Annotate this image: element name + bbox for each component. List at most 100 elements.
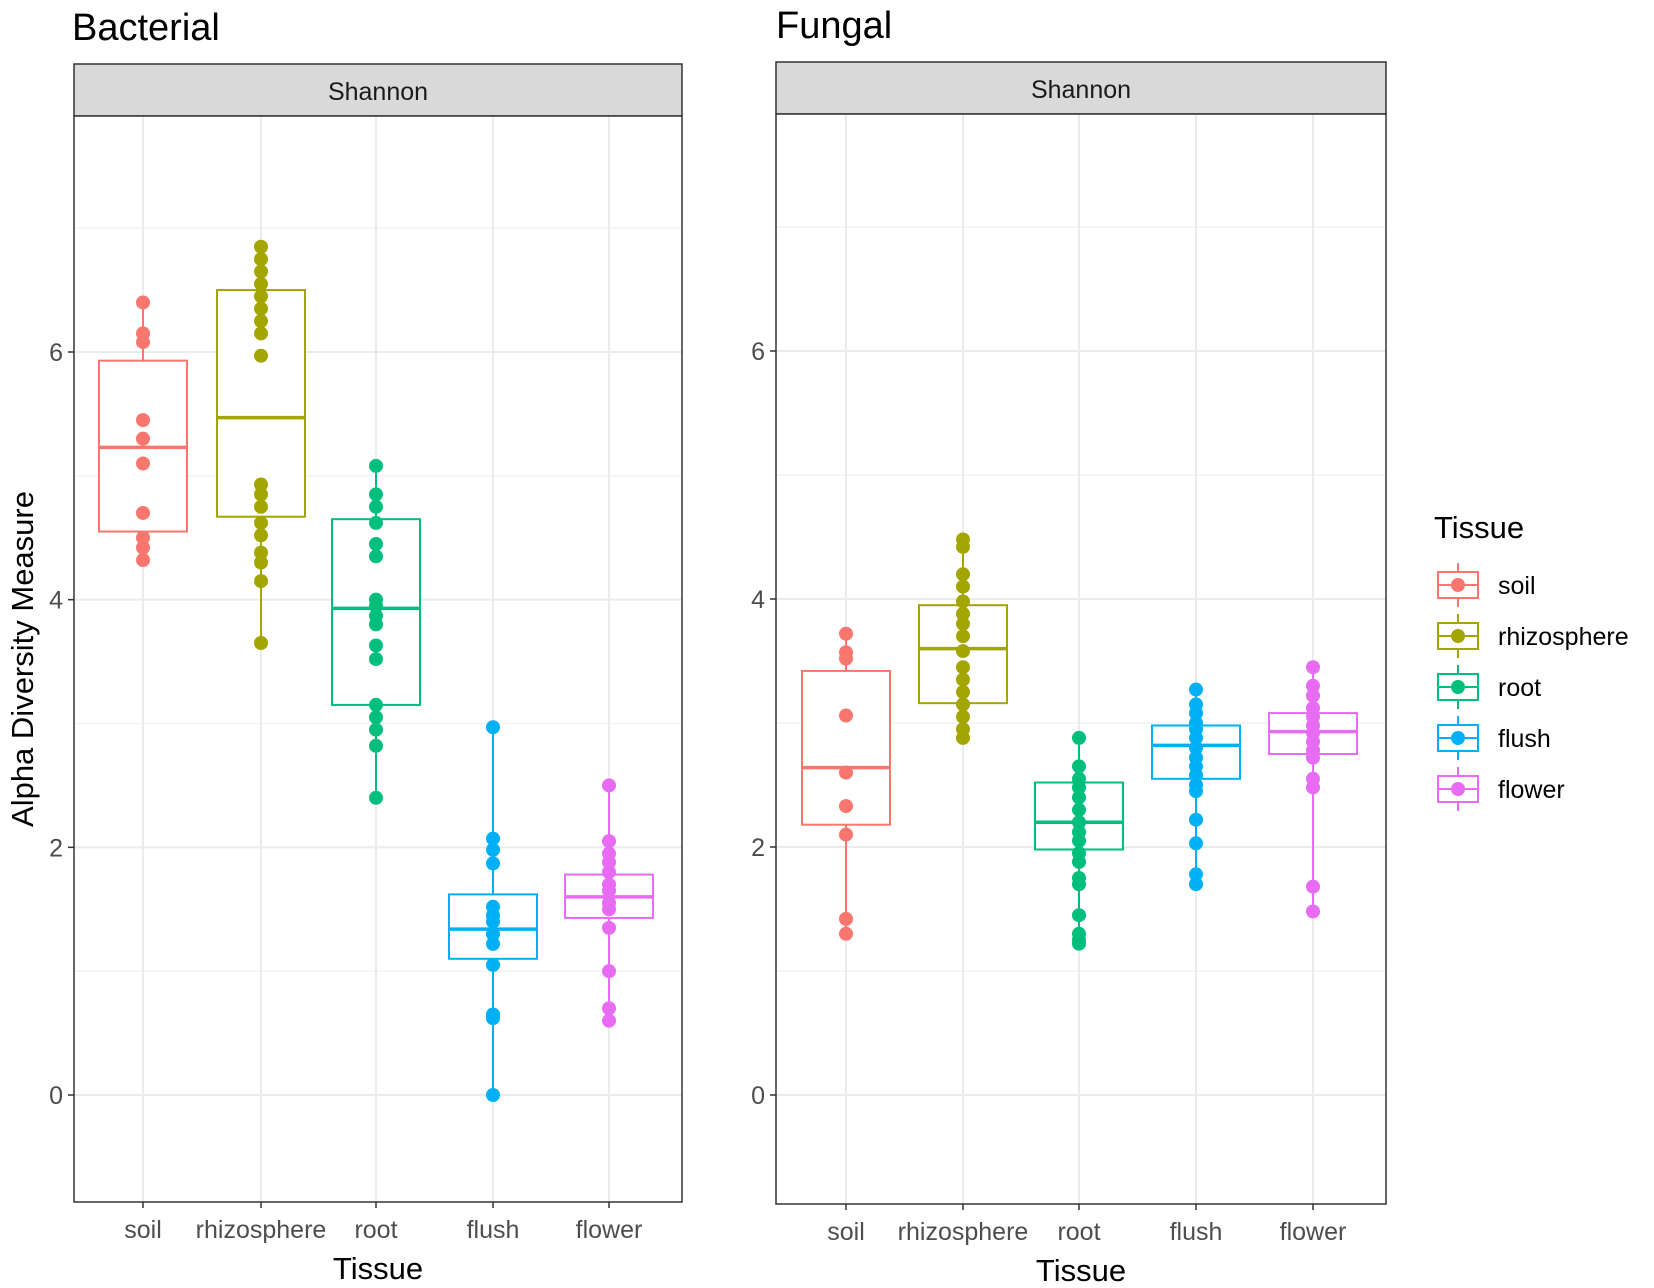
- data-point: [956, 616, 970, 631]
- data-point: [1189, 812, 1203, 827]
- boxplot-flush: [1151, 682, 1241, 892]
- y-tick-label: 4: [49, 587, 63, 615]
- data-point: [254, 545, 268, 560]
- data-point: [839, 827, 853, 842]
- data-point: [602, 865, 616, 880]
- data-point: [1072, 730, 1086, 745]
- legend-label: root: [1498, 674, 1541, 702]
- x-tick-label: soil: [827, 1218, 865, 1246]
- data-point: [254, 636, 268, 651]
- x-axis-title: Tissue: [333, 1251, 423, 1286]
- legend-key-point: [1451, 629, 1465, 643]
- data-point: [369, 710, 383, 725]
- data-point: [136, 335, 150, 350]
- data-point: [136, 431, 150, 446]
- data-point: [254, 239, 268, 254]
- data-point: [1072, 802, 1086, 817]
- boxplot-flower: [1268, 660, 1358, 919]
- data-point: [956, 629, 970, 644]
- x-tick-label: flower: [1280, 1218, 1347, 1246]
- data-point: [1306, 750, 1320, 765]
- boxplot-flush: [448, 720, 538, 1102]
- facet-strip-label: Shannon: [328, 78, 428, 106]
- y-axis-title: Alpha Diversity Measure: [5, 491, 40, 827]
- boxplots: [98, 239, 654, 1102]
- data-point: [369, 458, 383, 473]
- y-tick-label: 2: [49, 834, 63, 862]
- legend-item-soil: soil: [1437, 563, 1536, 607]
- y-tick-label: 6: [49, 339, 63, 367]
- data-point: [839, 926, 853, 941]
- legend-item-flush: flush: [1437, 716, 1551, 760]
- data-point: [254, 515, 268, 530]
- legend-key-point: [1451, 731, 1465, 745]
- data-point: [839, 765, 853, 780]
- data-point: [1306, 904, 1320, 919]
- boxplot-root: [1034, 730, 1124, 951]
- data-point: [369, 652, 383, 667]
- data-point: [369, 738, 383, 753]
- data-point: [254, 289, 268, 304]
- y-tick-label: 0: [751, 1082, 765, 1110]
- boxplot-flower: [564, 778, 654, 1028]
- boxplot-root: [331, 458, 421, 805]
- data-point: [254, 264, 268, 279]
- x-axis-ticks: soil rhizosphere root flush flower: [827, 1204, 1346, 1246]
- data-point: [1189, 867, 1203, 882]
- data-point: [956, 567, 970, 582]
- data-point: [1072, 790, 1086, 805]
- data-point: [956, 660, 970, 675]
- data-point: [956, 672, 970, 687]
- panel-title-fungal: Fungal: [776, 5, 892, 47]
- plot-border: [73, 115, 683, 1203]
- data-point: [1189, 730, 1203, 745]
- data-point: [254, 528, 268, 543]
- data-point: [1189, 877, 1203, 892]
- data-point: [1072, 759, 1086, 774]
- data-point: [369, 598, 383, 613]
- data-point: [1306, 780, 1320, 795]
- boxplot-rhizosphere: [918, 532, 1008, 745]
- data-point: [369, 790, 383, 805]
- plot-background: [776, 114, 1386, 1204]
- facet-strip-label: Shannon: [1031, 76, 1131, 104]
- data-point: [1306, 688, 1320, 703]
- legend-label: flush: [1498, 725, 1551, 753]
- y-tick-label: 6: [751, 338, 765, 366]
- data-point: [1189, 740, 1203, 755]
- x-tick-label: flush: [467, 1216, 520, 1244]
- data-point: [956, 606, 970, 621]
- data-point: [369, 638, 383, 653]
- data-point: [1189, 768, 1203, 783]
- data-point: [254, 555, 268, 570]
- data-point: [136, 456, 150, 471]
- data-point: [486, 1011, 500, 1026]
- legend-title: Tissue: [1434, 510, 1524, 545]
- x-tick-label: rhizosphere: [898, 1218, 1029, 1246]
- x-axis-title: Tissue: [1036, 1253, 1126, 1288]
- data-point: [254, 477, 268, 492]
- data-point: [369, 617, 383, 632]
- data-point: [956, 579, 970, 594]
- data-point: [839, 626, 853, 641]
- data-point: [254, 487, 268, 502]
- y-axis-ticks: 0 2 4 6: [49, 339, 74, 1110]
- data-point: [839, 708, 853, 723]
- panel-title-bacterial: Bacterial: [72, 7, 220, 49]
- data-point: [136, 530, 150, 545]
- data-point: [1072, 936, 1086, 951]
- data-point: [1306, 879, 1320, 894]
- legend-item-root: root: [1437, 665, 1541, 709]
- y-tick-label: 2: [751, 834, 765, 862]
- y-tick-label: 0: [49, 1082, 63, 1110]
- data-point: [486, 856, 500, 871]
- data-point: [1189, 836, 1203, 851]
- data-point: [254, 574, 268, 589]
- data-point: [602, 855, 616, 870]
- data-point: [369, 487, 383, 502]
- legend-key-point: [1451, 782, 1465, 796]
- data-point: [956, 697, 970, 712]
- x-tick-label: root: [354, 1216, 397, 1244]
- boxplot-rhizosphere: [216, 239, 306, 651]
